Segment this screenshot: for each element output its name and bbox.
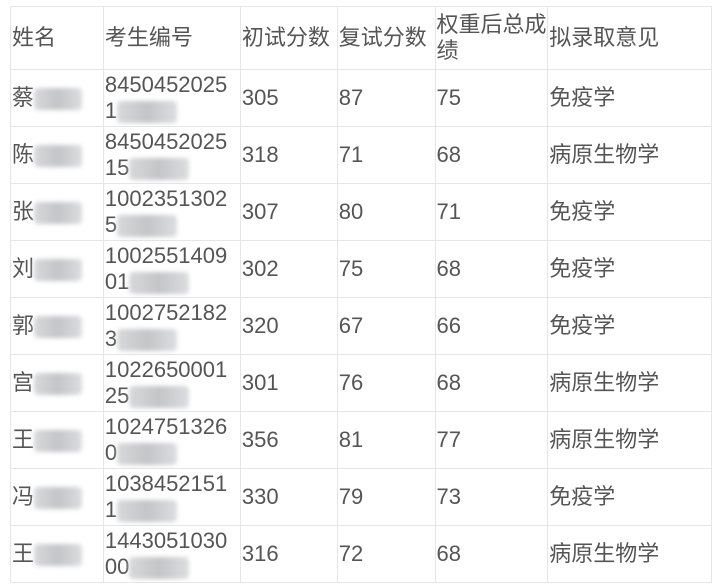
exam-id-cell: 1002551409 01 xyxy=(102,240,241,298)
redaction-blur xyxy=(34,202,83,225)
exam-id-cell: 1022650001 25 xyxy=(102,354,241,412)
name-cell: 冯 xyxy=(10,468,104,526)
redaction-blur xyxy=(129,158,190,181)
prelim-score-cell: 305 xyxy=(239,69,338,127)
weighted-total-cell: 68 xyxy=(434,525,549,583)
name-cell: 郭 xyxy=(10,297,104,355)
redaction-blur xyxy=(34,145,83,168)
decision-cell: 病原生物学 xyxy=(547,411,712,469)
name-cell: 宫 xyxy=(10,354,104,412)
redaction-blur xyxy=(117,215,178,238)
header-prelim-score: 初试分数 xyxy=(239,6,338,70)
redaction-blur xyxy=(34,373,83,396)
weighted-total-cell: 71 xyxy=(434,183,549,241)
header-row: 姓名 考生编号 初试分数 复试分数 权重后总成绩 拟录取意见 xyxy=(10,6,712,70)
redaction-blur xyxy=(34,544,83,567)
name-cell: 陈 xyxy=(10,126,104,184)
exam-id-cell: 8450452025 15 xyxy=(102,126,241,184)
retest-score-cell: 75 xyxy=(336,240,436,298)
decision-cell: 免疫学 xyxy=(547,183,712,241)
name-cell: 蔡 xyxy=(10,69,104,127)
redaction-blur xyxy=(34,487,83,510)
prelim-score-cell: 318 xyxy=(239,126,338,184)
header-decision: 拟录取意见 xyxy=(547,6,712,70)
decision-cell: 免疫学 xyxy=(547,468,712,526)
redaction-blur xyxy=(129,557,190,580)
retest-score-cell: 76 xyxy=(336,354,436,412)
weighted-total-cell: 77 xyxy=(434,411,549,469)
decision-cell: 免疫学 xyxy=(547,297,712,355)
header-retest-score: 复试分数 xyxy=(336,6,436,70)
weighted-total-cell: 73 xyxy=(434,468,549,526)
redaction-blur xyxy=(34,316,83,339)
exam-id-cell: 1002752182 3 xyxy=(102,297,241,355)
admission-table: 姓名 考生编号 初试分数 复试分数 权重后总成绩 拟录取意见 蔡 84504520… xyxy=(10,6,712,583)
decision-cell: 病原生物学 xyxy=(547,525,712,583)
exam-id-cell: 1038452151 1 xyxy=(102,468,241,526)
name-cell: 王 xyxy=(10,525,104,583)
redaction-blur xyxy=(117,500,178,523)
redaction-blur xyxy=(117,329,178,352)
retest-score-cell: 72 xyxy=(336,525,436,583)
exam-id-cell: 1002351302 5 xyxy=(102,183,241,241)
prelim-score-cell: 307 xyxy=(239,183,338,241)
exam-id-cell: 1024751326 0 xyxy=(102,411,241,469)
decision-cell: 免疫学 xyxy=(547,69,712,127)
prelim-score-cell: 356 xyxy=(239,411,338,469)
prelim-score-cell: 302 xyxy=(239,240,338,298)
table-row: 刘 1002551409 01 302 75 68 免疫学 xyxy=(10,240,712,298)
redaction-blur xyxy=(129,272,190,295)
weighted-total-cell: 75 xyxy=(434,69,549,127)
weighted-total-cell: 68 xyxy=(434,240,549,298)
table-row: 王 1024751326 0 356 81 77 病原生物学 xyxy=(10,411,712,469)
redaction-blur xyxy=(34,88,83,111)
table-row: 王 1443051030 00 316 72 68 病原生物学 xyxy=(10,525,712,583)
header-name: 姓名 xyxy=(10,6,104,70)
retest-score-cell: 81 xyxy=(336,411,436,469)
weighted-total-cell: 68 xyxy=(434,354,549,412)
redaction-blur xyxy=(117,443,178,466)
decision-cell: 免疫学 xyxy=(547,240,712,298)
retest-score-cell: 67 xyxy=(336,297,436,355)
retest-score-cell: 87 xyxy=(336,69,436,127)
redaction-blur xyxy=(34,259,83,282)
table-row: 冯 1038452151 1 330 79 73 免疫学 xyxy=(10,468,712,526)
weighted-total-cell: 68 xyxy=(434,126,549,184)
decision-cell: 病原生物学 xyxy=(547,126,712,184)
table-row: 蔡 8450452025 1 305 87 75 免疫学 xyxy=(10,69,712,127)
table-row: 陈 8450452025 15 318 71 68 病原生物学 xyxy=(10,126,712,184)
exam-id-cell: 1443051030 00 xyxy=(102,525,241,583)
redaction-blur xyxy=(34,430,83,453)
header-exam-id: 考生编号 xyxy=(102,6,241,70)
retest-score-cell: 80 xyxy=(336,183,436,241)
name-cell: 刘 xyxy=(10,240,104,298)
name-cell: 张 xyxy=(10,183,104,241)
table-row: 宫 1022650001 25 301 76 68 病原生物学 xyxy=(10,354,712,412)
redaction-blur xyxy=(117,101,178,124)
decision-cell: 病原生物学 xyxy=(547,354,712,412)
retest-score-cell: 71 xyxy=(336,126,436,184)
weighted-total-cell: 66 xyxy=(434,297,549,355)
table-row: 郭 1002752182 3 320 67 66 免疫学 xyxy=(10,297,712,355)
prelim-score-cell: 320 xyxy=(239,297,338,355)
name-cell: 王 xyxy=(10,411,104,469)
redaction-blur xyxy=(129,386,190,409)
prelim-score-cell: 316 xyxy=(239,525,338,583)
prelim-score-cell: 301 xyxy=(239,354,338,412)
table-row: 张 1002351302 5 307 80 71 免疫学 xyxy=(10,183,712,241)
exam-id-cell: 8450452025 1 xyxy=(102,69,241,127)
retest-score-cell: 79 xyxy=(336,468,436,526)
prelim-score-cell: 330 xyxy=(239,468,338,526)
header-weighted-total: 权重后总成绩 xyxy=(434,6,549,70)
